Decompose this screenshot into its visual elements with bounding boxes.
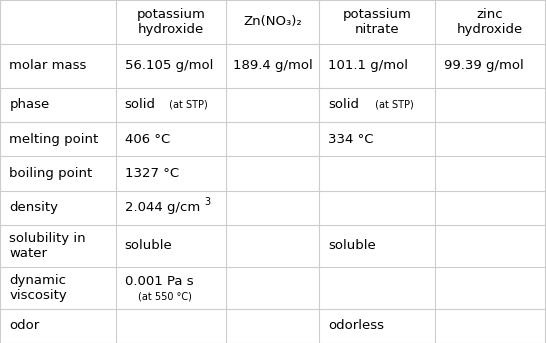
Text: 189.4 g/mol: 189.4 g/mol — [233, 59, 313, 72]
Text: (at STP): (at STP) — [167, 100, 208, 110]
Text: molar mass: molar mass — [9, 59, 87, 72]
Text: 101.1 g/mol: 101.1 g/mol — [328, 59, 408, 72]
Text: 99.39 g/mol: 99.39 g/mol — [443, 59, 524, 72]
Text: soluble: soluble — [328, 239, 376, 252]
Text: Zn(NO₃)₂: Zn(NO₃)₂ — [243, 15, 302, 28]
Text: melting point: melting point — [9, 133, 98, 146]
Text: 2.044 g/cm: 2.044 g/cm — [124, 201, 200, 214]
Text: 3: 3 — [204, 197, 210, 206]
Text: phase: phase — [9, 98, 50, 111]
Text: 56.105 g/mol: 56.105 g/mol — [124, 59, 213, 72]
Text: odorless: odorless — [328, 319, 384, 332]
Text: odor: odor — [9, 319, 39, 332]
Text: (at 550 °C): (at 550 °C) — [138, 291, 192, 301]
Text: 406 °C: 406 °C — [124, 133, 170, 146]
Text: 1327 °C: 1327 °C — [124, 167, 179, 180]
Text: potassium
hydroxide: potassium hydroxide — [136, 8, 205, 36]
Text: solubility in
water: solubility in water — [9, 232, 86, 260]
Text: soluble: soluble — [124, 239, 173, 252]
Text: solid: solid — [328, 98, 359, 111]
Text: dynamic
viscosity: dynamic viscosity — [9, 274, 67, 302]
Text: 334 °C: 334 °C — [328, 133, 374, 146]
Text: (at STP): (at STP) — [372, 100, 414, 110]
Text: density: density — [9, 201, 58, 214]
Text: 0.001 Pa s: 0.001 Pa s — [124, 275, 193, 288]
Text: solid: solid — [124, 98, 156, 111]
Text: zinc
hydroxide: zinc hydroxide — [457, 8, 523, 36]
Text: boiling point: boiling point — [9, 167, 92, 180]
Text: potassium
nitrate: potassium nitrate — [342, 8, 411, 36]
